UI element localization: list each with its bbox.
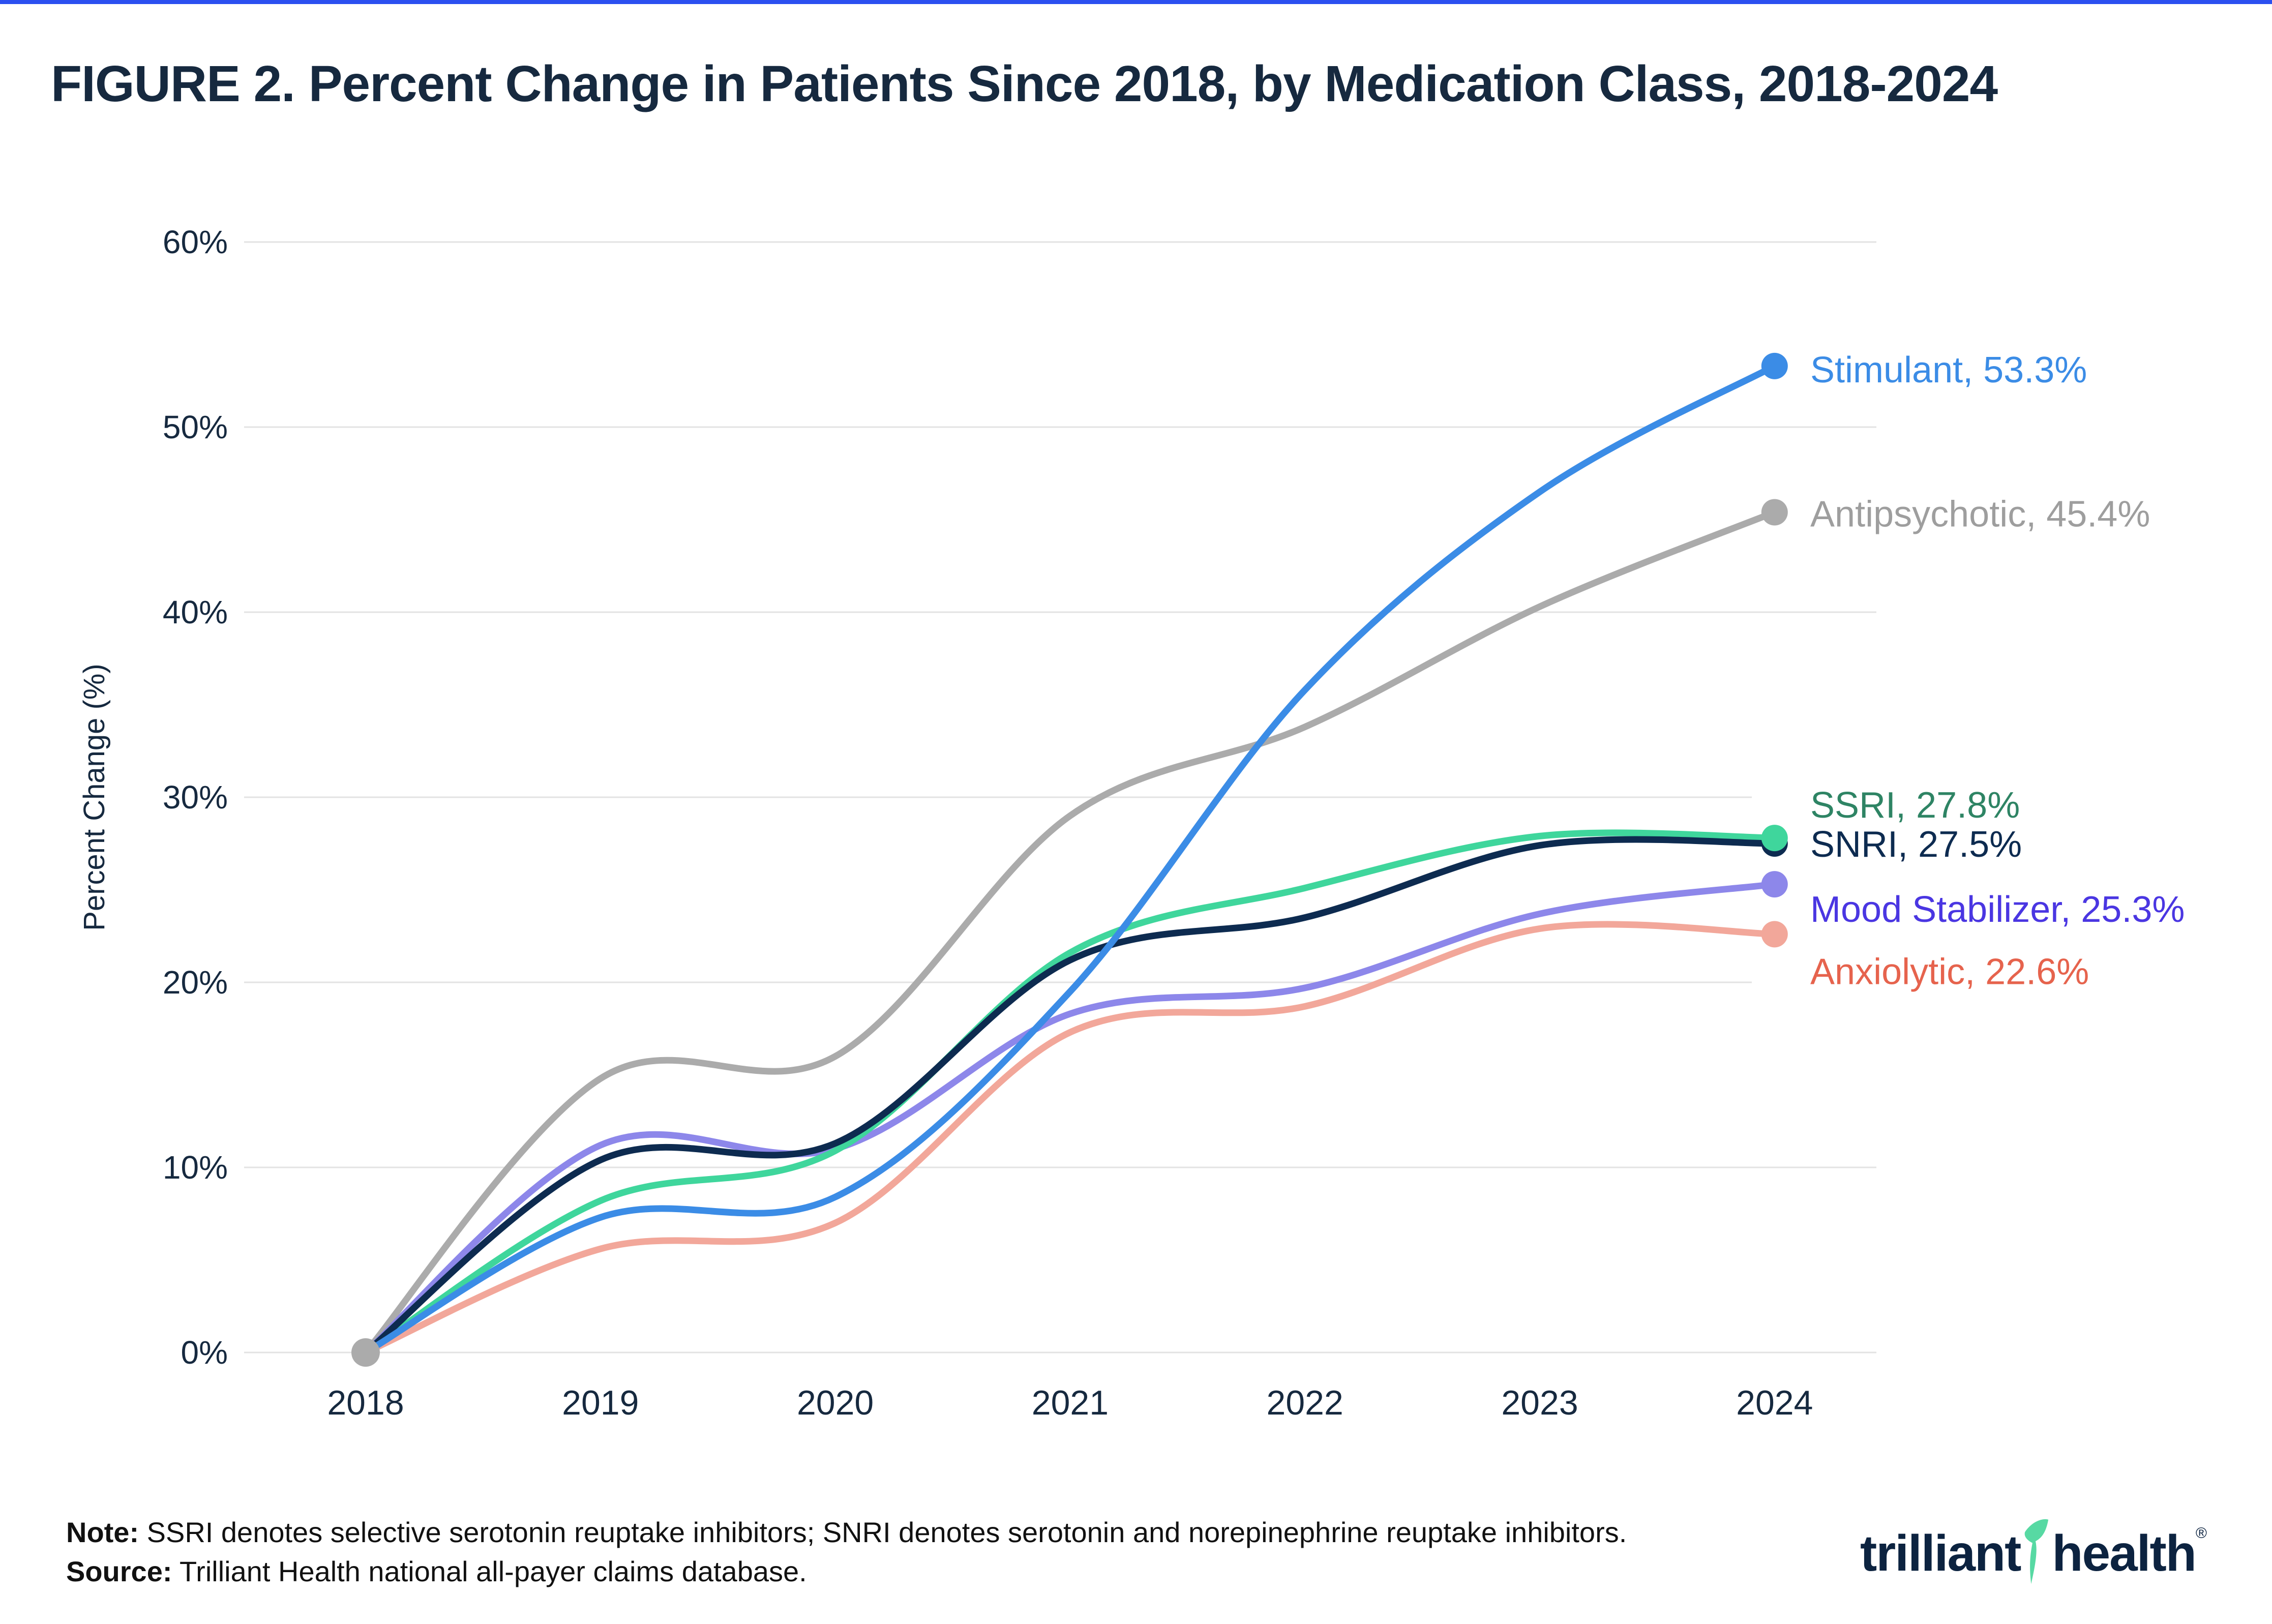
note-text: SSRI denotes selective serotonin reuptak… — [139, 1516, 1627, 1548]
x-tick-2024: 2024 — [1736, 1384, 1813, 1422]
series-line-mood-stabilizer — [362, 881, 1778, 1356]
green-swoosh-icon — [2025, 1519, 2049, 1584]
y-axis-title: Percent Change (%) — [78, 664, 111, 930]
registered-mark: ® — [2195, 1525, 2207, 1542]
x-tick-2021: 2021 — [1032, 1384, 1109, 1422]
end-dot-ssri — [1761, 825, 1788, 852]
figure-title: FIGURE 2. Percent Change in Patients Sin… — [51, 55, 1998, 112]
series-line-snri — [362, 836, 1778, 1356]
series-line-stimulant — [362, 363, 1778, 1356]
y-tick-10%: 10% — [163, 1149, 228, 1186]
series-label-stimulant: Stimulant, 53.3% — [1810, 350, 2087, 390]
y-tick-50%: 50% — [163, 409, 228, 445]
end-dot-antipsychotic — [1761, 499, 1788, 526]
logo-word-trilliant: trilliant — [1860, 1525, 2021, 1582]
series-line-anxiolytic — [362, 921, 1778, 1356]
series-label-snri: SNRI, 27.5% — [1810, 824, 2022, 865]
series-label-antipsychotic: Antipsychotic, 45.4% — [1810, 494, 2150, 534]
x-tick-2019: 2019 — [562, 1384, 639, 1422]
y-tick-60%: 60% — [163, 224, 228, 260]
source-label: Source: — [66, 1555, 172, 1588]
y-tick-20%: 20% — [163, 964, 228, 1001]
top-accent-bar — [0, 0, 2272, 4]
end-dot-stimulant — [1761, 352, 1788, 379]
footnote-block: Note: SSRI denotes selective serotonin r… — [66, 1513, 1627, 1591]
y-tick-30%: 30% — [163, 779, 228, 816]
x-tick-2022: 2022 — [1267, 1384, 1343, 1422]
series-line-antipsychotic — [362, 508, 1778, 1356]
x-tick-2020: 2020 — [797, 1384, 874, 1422]
y-tick-0%: 0% — [181, 1334, 228, 1371]
x-tick-2023: 2023 — [1501, 1384, 1578, 1422]
logo-word-health: health — [2052, 1525, 2196, 1582]
end-dot-mood-stabilizer — [1761, 871, 1788, 898]
series-label-mood-stabilizer: Mood Stabilizer, 25.3% — [1810, 889, 2185, 930]
start-dot-2018 — [351, 1338, 380, 1367]
series-line-ssri — [362, 829, 1778, 1356]
series-label-anxiolytic: Anxiolytic, 22.6% — [1810, 951, 2089, 992]
y-tick-40%: 40% — [163, 594, 228, 630]
source-line: Source: Trilliant Health national all-pa… — [66, 1552, 1627, 1591]
source-text: Trilliant Health national all-payer clai… — [172, 1555, 807, 1588]
note-line: Note: SSRI denotes selective serotonin r… — [66, 1513, 1627, 1552]
note-label: Note: — [66, 1516, 139, 1548]
end-dot-anxiolytic — [1761, 921, 1788, 948]
trilliant-health-logo: trilliant health ® — [1860, 1519, 2207, 1590]
x-tick-2018: 2018 — [327, 1384, 404, 1422]
series-label-ssri: SSRI, 27.8% — [1810, 785, 2020, 826]
